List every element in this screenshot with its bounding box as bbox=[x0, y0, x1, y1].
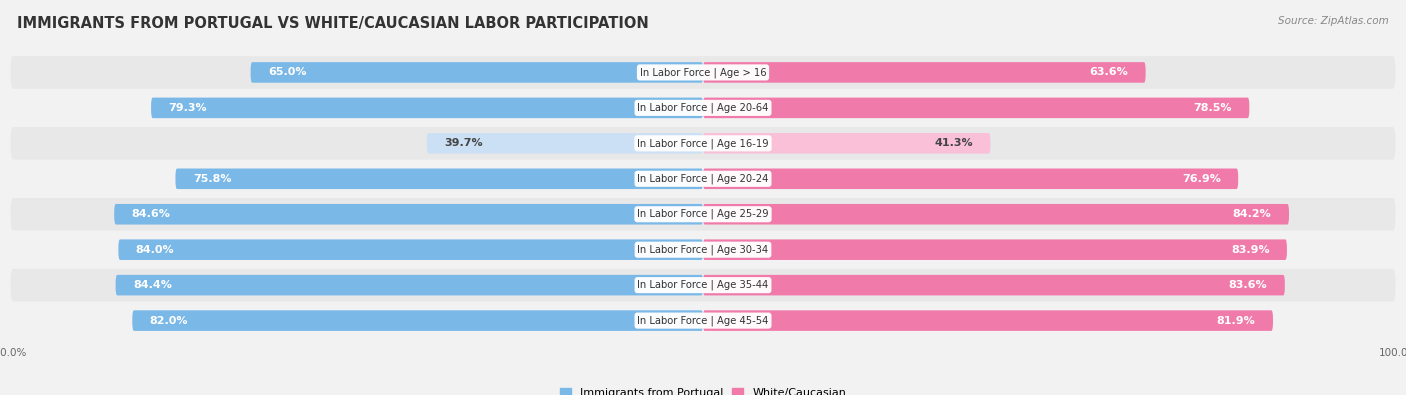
Text: 83.6%: 83.6% bbox=[1229, 280, 1267, 290]
Text: In Labor Force | Age 25-29: In Labor Force | Age 25-29 bbox=[637, 209, 769, 220]
Text: In Labor Force | Age 16-19: In Labor Force | Age 16-19 bbox=[637, 138, 769, 149]
FancyBboxPatch shape bbox=[132, 310, 703, 331]
Text: IMMIGRANTS FROM PORTUGAL VS WHITE/CAUCASIAN LABOR PARTICIPATION: IMMIGRANTS FROM PORTUGAL VS WHITE/CAUCAS… bbox=[17, 16, 648, 31]
Legend: Immigrants from Portugal, White/Caucasian: Immigrants from Portugal, White/Caucasia… bbox=[555, 384, 851, 395]
FancyBboxPatch shape bbox=[703, 310, 1272, 331]
FancyBboxPatch shape bbox=[703, 239, 1286, 260]
FancyBboxPatch shape bbox=[10, 92, 1396, 124]
FancyBboxPatch shape bbox=[115, 275, 703, 295]
FancyBboxPatch shape bbox=[250, 62, 703, 83]
FancyBboxPatch shape bbox=[703, 133, 990, 154]
Text: 76.9%: 76.9% bbox=[1182, 174, 1220, 184]
Text: 84.0%: 84.0% bbox=[136, 245, 174, 255]
FancyBboxPatch shape bbox=[176, 169, 703, 189]
FancyBboxPatch shape bbox=[10, 198, 1396, 231]
Text: Source: ZipAtlas.com: Source: ZipAtlas.com bbox=[1278, 16, 1389, 26]
Text: 75.8%: 75.8% bbox=[193, 174, 232, 184]
FancyBboxPatch shape bbox=[426, 133, 703, 154]
FancyBboxPatch shape bbox=[703, 62, 1146, 83]
Text: 65.0%: 65.0% bbox=[269, 68, 307, 77]
Text: In Labor Force | Age 45-54: In Labor Force | Age 45-54 bbox=[637, 315, 769, 326]
FancyBboxPatch shape bbox=[10, 304, 1396, 337]
FancyBboxPatch shape bbox=[10, 269, 1396, 301]
FancyBboxPatch shape bbox=[703, 98, 1250, 118]
Text: 39.7%: 39.7% bbox=[444, 138, 482, 149]
FancyBboxPatch shape bbox=[10, 56, 1396, 89]
Text: 81.9%: 81.9% bbox=[1216, 316, 1256, 325]
FancyBboxPatch shape bbox=[703, 275, 1285, 295]
FancyBboxPatch shape bbox=[10, 127, 1396, 160]
FancyBboxPatch shape bbox=[118, 239, 703, 260]
Text: In Labor Force | Age > 16: In Labor Force | Age > 16 bbox=[640, 67, 766, 78]
Text: 63.6%: 63.6% bbox=[1090, 68, 1128, 77]
FancyBboxPatch shape bbox=[150, 98, 703, 118]
Text: 78.5%: 78.5% bbox=[1194, 103, 1232, 113]
Text: 84.2%: 84.2% bbox=[1233, 209, 1271, 219]
FancyBboxPatch shape bbox=[114, 204, 703, 224]
FancyBboxPatch shape bbox=[703, 204, 1289, 224]
Text: 41.3%: 41.3% bbox=[935, 138, 973, 149]
Text: In Labor Force | Age 20-64: In Labor Force | Age 20-64 bbox=[637, 103, 769, 113]
FancyBboxPatch shape bbox=[703, 169, 1239, 189]
FancyBboxPatch shape bbox=[10, 233, 1396, 266]
Text: In Labor Force | Age 30-34: In Labor Force | Age 30-34 bbox=[637, 245, 769, 255]
Text: 82.0%: 82.0% bbox=[149, 316, 188, 325]
Text: In Labor Force | Age 20-24: In Labor Force | Age 20-24 bbox=[637, 173, 769, 184]
Text: 84.6%: 84.6% bbox=[132, 209, 170, 219]
Text: 83.9%: 83.9% bbox=[1230, 245, 1270, 255]
Text: In Labor Force | Age 35-44: In Labor Force | Age 35-44 bbox=[637, 280, 769, 290]
Text: 79.3%: 79.3% bbox=[169, 103, 207, 113]
FancyBboxPatch shape bbox=[10, 162, 1396, 195]
Text: 84.4%: 84.4% bbox=[134, 280, 172, 290]
